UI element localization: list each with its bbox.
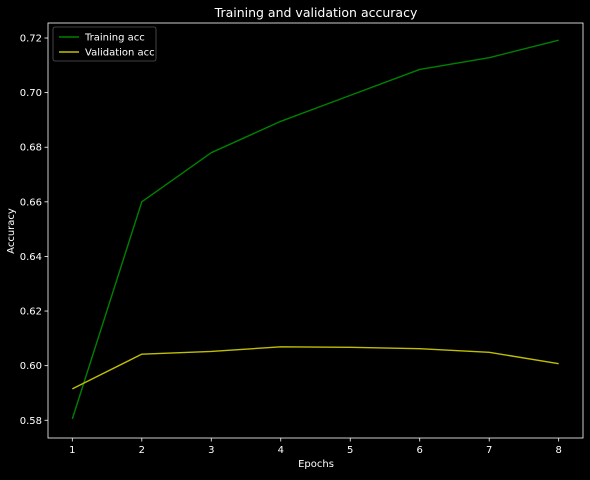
legend-label-1: Validation acc — [85, 48, 155, 59]
y-tick-label-5: 0.68 — [20, 143, 42, 154]
x-tick-label-0: 1 — [69, 445, 75, 456]
x-axis-label: Epochs — [298, 459, 334, 470]
chart-title: Training and validation accuracy — [214, 5, 418, 20]
y-tick-label-0: 0.58 — [20, 416, 42, 427]
x-tick-label-2: 3 — [208, 445, 214, 456]
axes: 1 2 3 4 5 6 7 8 0.58 0.60 0.62 0.64 0.66 0.68 0.70 0.72 — [20, 22, 584, 456]
series-line-0 — [71, 39, 559, 420]
y-tick-label-2: 0.62 — [20, 307, 42, 318]
y-axis-label: Accuracy — [6, 208, 17, 254]
x-tick-label-1: 2 — [139, 445, 145, 456]
series-line-1 — [72, 346, 559, 390]
y-tick-label-3: 0.64 — [20, 252, 42, 263]
y-tick-label-6: 0.70 — [20, 88, 42, 99]
legend-label-0: Training acc — [84, 33, 145, 44]
x-tick-label-5: 6 — [417, 445, 423, 456]
x-tick-label-6: 7 — [486, 445, 492, 456]
y-tick-label-7: 0.72 — [20, 34, 42, 45]
axes-frame — [47, 22, 584, 439]
legend: Training acc Validation acc — [52, 26, 157, 62]
y-tick-label-1: 0.60 — [20, 361, 42, 372]
plot-area — [71, 39, 559, 420]
x-tick-label-3: 4 — [278, 445, 284, 456]
x-tick-label-4: 5 — [347, 445, 353, 456]
y-tick-label-4: 0.66 — [20, 197, 42, 208]
x-tick-label-7: 8 — [555, 445, 561, 456]
